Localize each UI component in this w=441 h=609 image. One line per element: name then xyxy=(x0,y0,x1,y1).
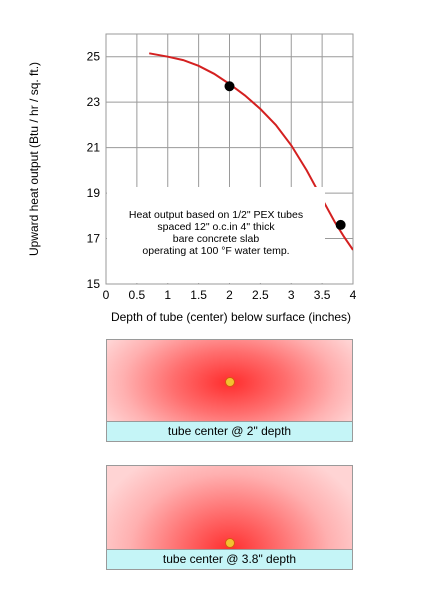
depth-markers xyxy=(224,81,346,230)
slab-panel-3-8in: tube center @ 3.8" depth xyxy=(106,465,353,570)
x-tick-label: 2 xyxy=(226,288,233,302)
y-axis-label: Upward heat output (Btu / hr / sq. ft.) xyxy=(27,62,41,256)
x-tick-label: 3.5 xyxy=(314,288,331,302)
x-tick-label: 0.5 xyxy=(129,288,146,302)
concrete-slab-heatmap xyxy=(107,466,352,551)
x-tick-labels: 0 0.5 1 1.5 2 2.5 3 3.5 4 xyxy=(103,288,357,302)
x-tick-label: 0 xyxy=(103,288,110,302)
y-tick-label: 25 xyxy=(87,50,101,64)
panel-caption: tube center @ 2" depth xyxy=(107,421,352,441)
annotation-line-4: operating at 100 °F water temp. xyxy=(142,245,289,257)
heat-output-curve xyxy=(149,52,353,251)
x-tick-label: 1 xyxy=(164,288,171,302)
y-tick-label: 15 xyxy=(87,277,101,291)
panel-caption: tube center @ 3.8" depth xyxy=(107,549,352,569)
annotation-line-3: bare concrete slab xyxy=(173,233,260,245)
x-tick-label: 4 xyxy=(350,288,357,302)
y-tick-label: 17 xyxy=(87,232,101,246)
data-point-marker xyxy=(335,219,346,230)
y-tick-labels: 15 17 19 21 23 25 xyxy=(87,50,101,291)
pex-tube-marker xyxy=(225,538,235,548)
y-tick-label: 19 xyxy=(87,186,101,200)
pex-tube-marker xyxy=(225,377,235,387)
x-axis-label: Depth of tube (center) below surface (in… xyxy=(111,310,351,324)
heat-output-chart: 0 0.5 1 1.5 2 2.5 3 3.5 4 15 17 19 21 23 25 Heat outp… xyxy=(27,33,357,324)
y-tick-label: 23 xyxy=(87,95,101,109)
x-tick-label: 1.5 xyxy=(190,288,207,302)
x-tick-label: 2.5 xyxy=(252,288,269,302)
annotation-box xyxy=(107,187,325,283)
annotation-line-2: spaced 12" o.c.in 4" thick xyxy=(157,221,275,233)
y-tick-label: 21 xyxy=(87,141,101,155)
data-point-marker xyxy=(224,81,235,92)
x-tick-label: 3 xyxy=(288,288,295,302)
annotation-line-1: Heat output based on 1/2" PEX tubes xyxy=(129,209,303,221)
slab-panel-2in: tube center @ 2" depth xyxy=(106,339,353,442)
